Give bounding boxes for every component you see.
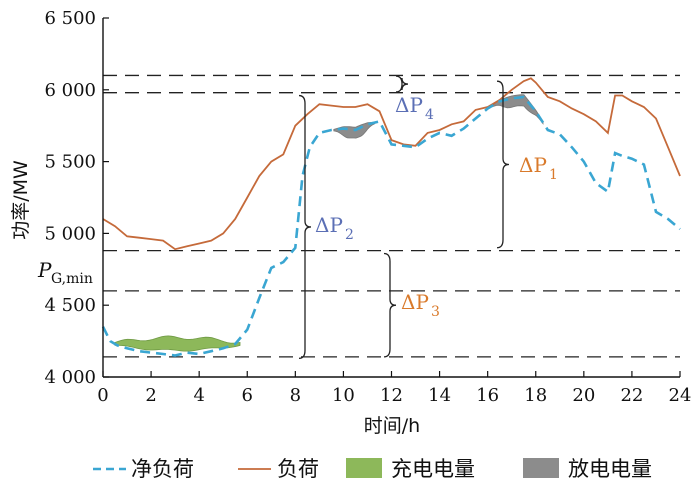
label-pgmin: P G,min [37,258,93,287]
svg-text:ΔP: ΔP [401,290,429,314]
label-dp3: ΔP 3 [401,290,440,320]
x-tick-label: 18 [524,385,547,406]
discharge-energy-area [492,94,544,125]
x-tick-label: 24 [669,385,692,406]
svg-text:ΔP: ΔP [395,93,423,117]
x-tick-label: 6 [242,385,253,406]
reference-lines [103,74,680,358]
legend-item-load: 负荷 [238,457,319,481]
y-tick-label: 4 500 [44,295,96,316]
brace-dp3 [383,252,397,358]
svg-text:负荷: 负荷 [277,457,319,481]
legend-item-discharge: 放电电量 [523,457,652,481]
svg-text:1: 1 [549,167,558,183]
svg-text:ΔP: ΔP [315,213,343,237]
label-dp2: ΔP 2 [315,213,354,243]
legend-item-net-load: 净负荷 [93,457,194,481]
x-tick-label: 8 [290,385,301,406]
y-tick-label: 5 000 [44,223,96,244]
x-axis-title: 时间/h [364,415,420,437]
svg-text:2: 2 [345,227,354,243]
x-tick-label: 12 [380,385,403,406]
svg-text:放电电量: 放电电量 [568,457,652,481]
x-tick-label: 20 [572,385,595,406]
y-tick-label: 5 500 [44,152,96,173]
svg-text:G,min: G,min [51,271,93,287]
net-load-series-line [101,95,681,357]
svg-text:4: 4 [425,107,434,123]
x-tick-label: 2 [145,385,156,406]
y-tick-label: 6 000 [44,80,96,101]
brace-dp2 [298,94,312,359]
y-tick-label: 4 000 [44,367,96,388]
svg-text:3: 3 [431,304,440,320]
load-series-line [102,77,681,251]
label-dp1: ΔP 1 [519,153,558,183]
brace-dp1 [496,80,510,249]
x-tick-label: 22 [620,385,643,406]
svg-text:ΔP: ΔP [519,153,547,177]
x-tick-label: 0 [97,385,108,406]
svg-text:充电电量: 充电电量 [391,457,475,481]
energy-areas [114,94,544,352]
delta-brackets [298,75,510,359]
svg-text:P: P [37,258,52,282]
charge-energy-area [114,335,241,352]
legend-item-charge: 充电电量 [346,457,475,481]
legend: 净负荷 负荷 充电电量 放电电量 [93,457,652,481]
svg-text:净负荷: 净负荷 [131,457,194,481]
y-tick-label: 6 500 [44,8,96,29]
x-tick-label: 10 [332,385,355,406]
label-dp4: ΔP 4 [395,93,434,123]
brace-dp4 [395,75,409,93]
x-tick-label: 4 [193,385,204,406]
x-tick-label: 14 [428,385,451,406]
x-tick-label: 16 [476,385,499,406]
y-axis-title: 功率/MW [10,160,32,240]
